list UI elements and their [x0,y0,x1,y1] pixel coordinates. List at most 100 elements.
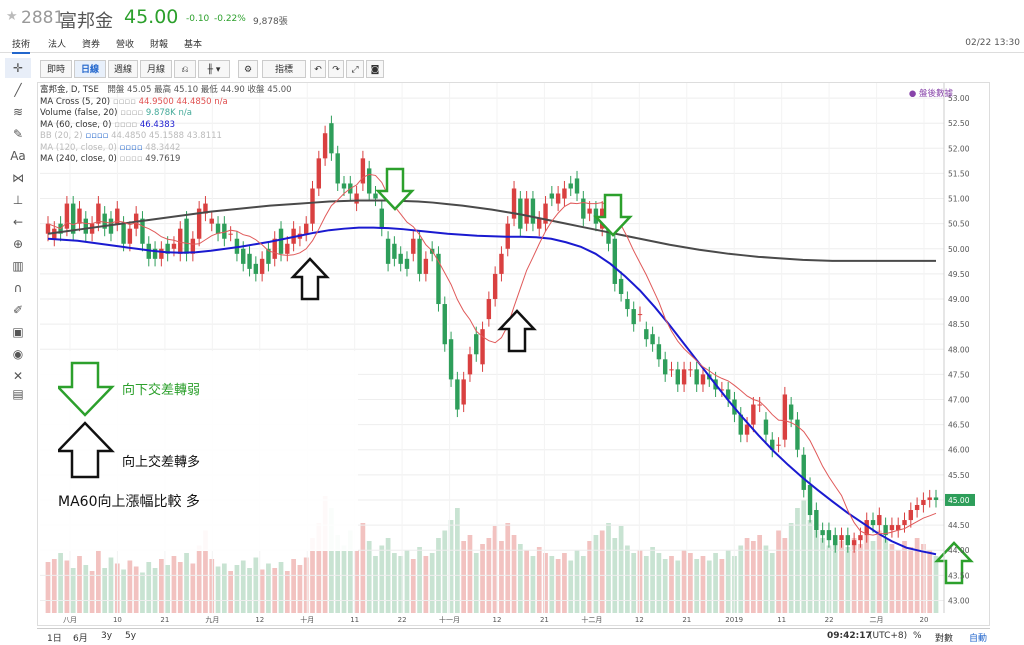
btn-daily[interactable]: 日線 [74,60,106,78]
volume-bar [366,541,372,613]
volume-bar [700,556,706,613]
volume-bar [580,556,586,613]
measure-icon[interactable]: ⊥ [12,193,24,207]
settings-gear-icon[interactable]: ⚙ [238,60,258,78]
candle-body [883,525,888,536]
pencil-icon[interactable]: ✐ [12,303,24,317]
volume-bar [347,530,353,613]
legend-ma60-val: 46.4383 [139,119,176,130]
log-toggle[interactable]: 對數 [935,634,954,644]
volume-bar [341,545,347,613]
x-tick-label: 十一月 [439,615,460,624]
candle-body [404,258,410,269]
volume-bar [606,523,611,613]
tab-institutional[interactable]: 法人 [48,40,67,50]
range-1d[interactable]: 1日 [47,634,62,644]
legend-bb-vals: 44.4850 45.1588 43.8111 [111,131,222,141]
ma240-line [47,199,936,262]
volume-bar [876,530,882,613]
x-tick-label: 十二月 [581,615,602,624]
text-icon[interactable]: Aa [10,149,26,163]
x-tick-label: 九月 [205,615,219,624]
candle-body [108,218,114,234]
candle-body [455,379,460,410]
volume-bar [568,560,574,613]
undo-icon[interactable]: ↶ [310,60,326,78]
volume-bar [297,565,303,613]
volume-bar [713,553,718,613]
up-arrow-legend-icon [58,421,115,479]
chart-area[interactable]: 53.00 52.50 52.00 51.50 51.00 50.50 50.00 49.50… [37,82,990,626]
btn-weekly[interactable]: 週線 [108,60,138,78]
candle-body [549,193,555,199]
magnet-icon[interactable]: ∩ [13,281,23,295]
volume-bar [215,566,221,613]
tab-margin[interactable]: 資券 [82,40,101,50]
redo-icon[interactable]: ↷ [328,60,344,78]
arrow-left-icon[interactable]: ← [12,215,24,229]
range-5y[interactable]: 5y [125,631,137,641]
fib-icon[interactable]: ≋ [12,105,24,119]
candle-body [398,253,403,264]
candle-body [165,243,170,254]
volume-bar [757,535,763,613]
y-tick-label: 44.50 [948,521,970,530]
crosshair-icon[interactable]: ✛ [5,58,31,78]
volume-bar [599,530,605,613]
bar-chart-icon[interactable]: ▥ [12,259,24,273]
volume-bar [165,565,171,613]
candle-style-icon[interactable]: ╫ ▾ [198,60,230,78]
trend-line-icon[interactable]: ╱ [14,83,22,97]
btn-monthly[interactable]: 月線 [140,60,172,78]
clock-time: 09:42:17 [827,631,872,641]
tab-basic[interactable]: 基本 [184,40,203,50]
lock-icon[interactable]: ▣ [12,325,24,339]
x-tick-label: 八月 [63,616,77,624]
tab-financials[interactable]: 財報 [150,40,169,50]
volume-bar [549,556,555,613]
brush-icon[interactable]: ✎ [12,127,24,141]
volume-bar [448,520,454,613]
y-tick-label: 43.50 [948,571,970,580]
tools-icon[interactable]: ✕ [12,369,24,383]
favorite-star-icon[interactable]: ★ [6,9,18,24]
candle-body [259,258,265,274]
camera-icon[interactable]: ◙ [366,60,384,78]
candle-body [782,394,788,440]
trash-icon[interactable]: ▤ [12,387,24,401]
percent-toggle[interactable]: % [913,631,922,641]
fullscreen-icon[interactable]: ⤢ [346,60,364,78]
candle-body [814,510,819,531]
candle-body [341,183,347,189]
x-tick-label: 二月 [870,616,884,624]
volume-bar [70,568,76,613]
range-6m[interactable]: 6月 [73,634,88,644]
candle-body [77,208,82,224]
legend-ma120-val: 48.3442 [145,142,181,153]
btn-realtime[interactable]: 即時 [40,60,72,78]
volume-bar [839,541,844,613]
volume-bar [524,550,529,613]
candle-body [662,359,668,375]
last-price-label: 45.00 [948,496,970,505]
pattern-icon[interactable]: ⋈ [12,171,24,185]
candle-body [851,540,857,546]
up-cross-arrow-icon [497,309,537,353]
candle-body [700,374,706,385]
auto-toggle[interactable]: 自動 [969,634,988,644]
candle-body [908,510,914,521]
hide-eye-icon[interactable]: ◉ [12,347,24,361]
y-tick-label: 47.50 [948,370,970,379]
candle-body [467,354,473,375]
candle-body [833,535,838,546]
tab-revenue[interactable]: 營收 [116,40,135,50]
tab-technical[interactable]: 技術 [12,37,31,54]
btn-indicators[interactable]: 指標 [262,60,306,78]
compare-icon[interactable]: ⎌ [174,60,196,78]
candle-body [650,334,655,345]
volume-bar [127,560,133,613]
candle-body [83,218,88,234]
zoom-icon[interactable]: ⊕ [12,237,24,251]
range-3y[interactable]: 3y [101,631,113,641]
after-hours-link[interactable]: ● 盤後數據 [908,89,953,99]
